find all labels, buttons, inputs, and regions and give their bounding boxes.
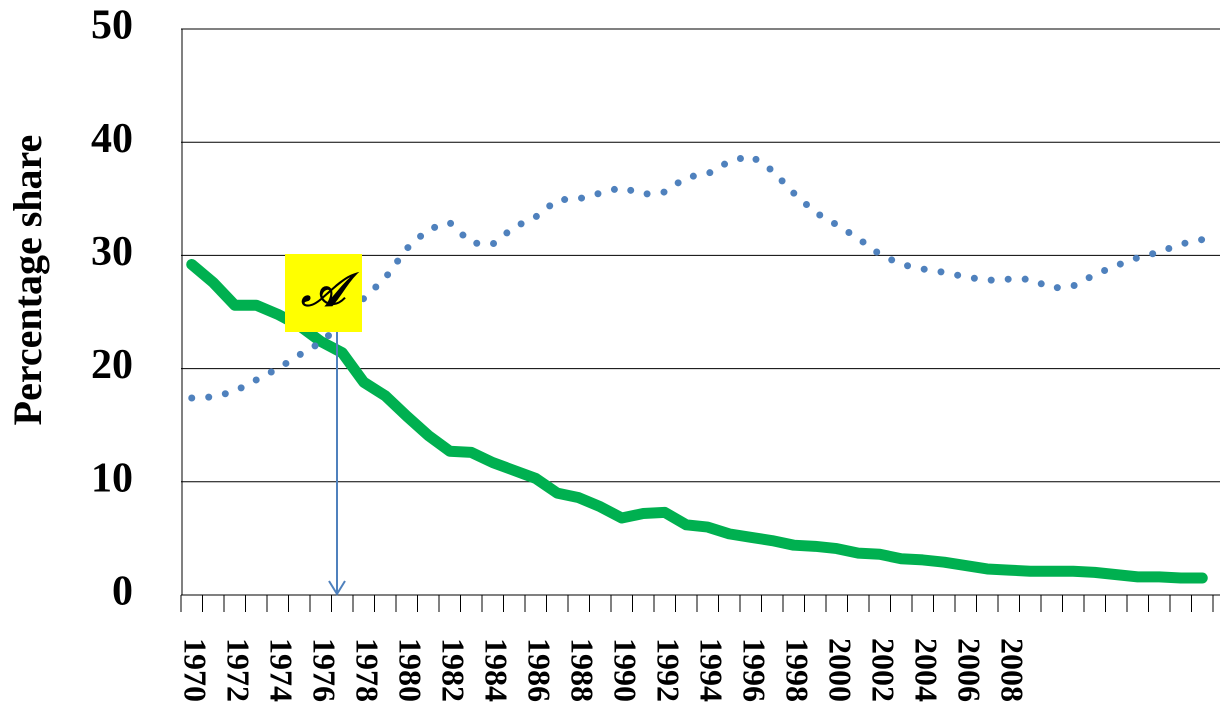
line-series (186, 258, 1208, 584)
x-tick-label: 1988 (564, 638, 600, 702)
x-tick-label: 1996 (736, 638, 772, 702)
x-tick-label: 1976 (306, 638, 342, 702)
x-tick-label: 1980 (392, 638, 428, 702)
y-tick-label: 40 (91, 116, 133, 162)
x-tick-label: 2008 (994, 638, 1030, 702)
x-tick-label: 2002 (865, 638, 901, 702)
y-tick-label: 30 (91, 229, 133, 275)
x-tick-label: 2004 (908, 638, 944, 702)
x-tick-label: 2006 (951, 638, 987, 702)
annotation-box (285, 254, 362, 332)
x-tick-label: 1984 (478, 638, 514, 702)
annotation-arrowhead (328, 580, 346, 596)
x-tick-label: 1986 (521, 638, 557, 702)
x-tick-label: 1974 (263, 638, 299, 702)
x-tick-label: 1990 (607, 638, 643, 702)
x-tick-label: 1982 (435, 638, 471, 702)
x-tick-label: 1998 (779, 638, 815, 702)
y-axis-label: Percentage share (5, 135, 50, 426)
x-tick-label: 1994 (693, 638, 729, 702)
y-tick-label: 20 (91, 342, 133, 388)
x-tick-label: 1992 (650, 638, 686, 702)
y-tick-label: 10 (91, 455, 133, 501)
x-tick-label: 2000 (822, 638, 858, 702)
x-tick-label: 1970 (177, 638, 213, 702)
y-tick-label: 0 (112, 569, 133, 615)
x-tick-label: 1972 (220, 638, 256, 702)
x-tick-label: 1978 (349, 638, 385, 702)
y-tick-label: 50 (91, 3, 133, 49)
